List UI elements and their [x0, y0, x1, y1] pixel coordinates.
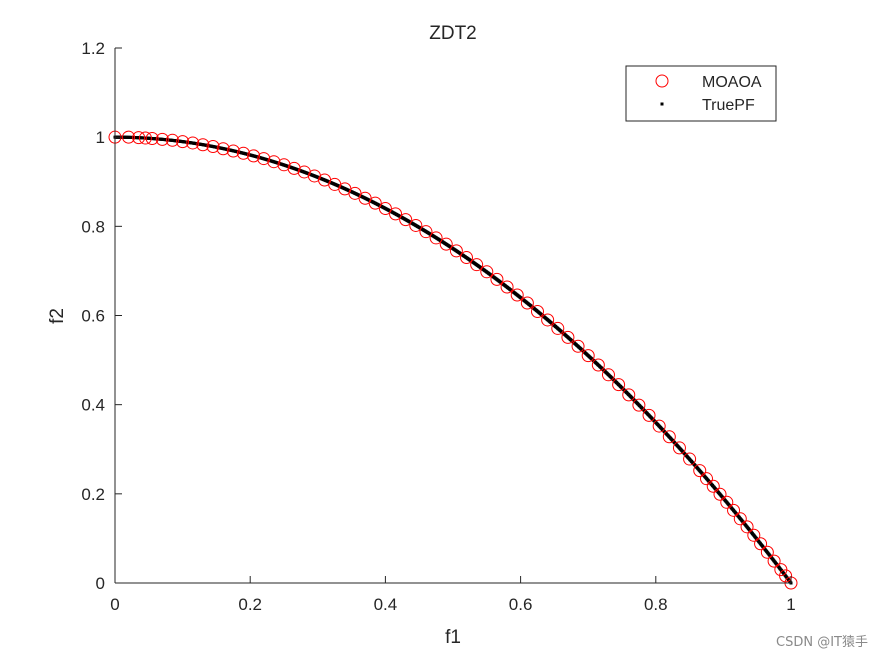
legend: MOAOA TruePF — [625, 65, 777, 122]
moaoa-point — [165, 133, 179, 147]
plot-area — [108, 130, 798, 590]
moaoa-point — [551, 321, 565, 335]
y-tick-label: 0.6 — [81, 307, 105, 326]
moaoa-point — [622, 388, 636, 402]
moaoa-point — [571, 339, 585, 353]
y-axis-label: f2 — [47, 308, 68, 324]
moaoa-point — [632, 398, 646, 412]
moaoa-point — [591, 358, 605, 372]
x-axis-ticks: 0 0.2 0.4 0.6 0.8 1 — [110, 576, 796, 614]
truepf-series — [113, 135, 793, 585]
moaoa-point — [706, 479, 720, 493]
moaoa-point — [419, 225, 433, 239]
moaoa-point — [713, 487, 727, 501]
watermark: CSDN @IT猿手 — [776, 635, 868, 650]
x-tick-label: 0.4 — [374, 595, 398, 614]
chart-title: ZDT2 — [429, 23, 477, 44]
x-tick-label: 0.8 — [644, 595, 668, 614]
moaoa-point — [601, 368, 615, 382]
moaoa-point — [267, 155, 281, 169]
moaoa-point — [145, 132, 159, 145]
moaoa-point — [122, 130, 136, 144]
moaoa-point — [693, 464, 707, 478]
moaoa-point — [642, 408, 656, 422]
x-tick-label: 1 — [786, 595, 795, 614]
moaoa-point — [581, 349, 595, 363]
moaoa-point — [561, 330, 575, 344]
moaoa-point — [733, 512, 747, 526]
y-tick-label: 1 — [96, 128, 105, 147]
y-tick-label: 1.2 — [81, 39, 105, 58]
y-tick-label: 0.8 — [81, 217, 105, 236]
moaoa-point — [500, 280, 514, 294]
legend-moaoa-marker — [655, 74, 669, 88]
moaoa-point — [672, 441, 686, 455]
moaoa-point — [760, 545, 774, 559]
moaoa-point — [754, 537, 768, 551]
x-tick-label: 0.6 — [509, 595, 533, 614]
moaoa-point — [378, 202, 392, 215]
y-tick-label: 0 — [96, 574, 105, 593]
moaoa-point — [767, 554, 781, 568]
moaoa-series — [108, 130, 798, 590]
moaoa-point — [257, 152, 271, 166]
y-tick-label: 0.2 — [81, 485, 105, 504]
x-tick-label: 0 — [110, 595, 119, 614]
moaoa-point — [460, 251, 474, 265]
moaoa-point — [226, 144, 240, 158]
moaoa-point — [480, 265, 494, 279]
legend-truepf-label: TruePF — [702, 97, 755, 114]
moaoa-point — [186, 136, 200, 150]
moaoa-point — [662, 430, 676, 444]
moaoa-point — [531, 304, 544, 318]
moaoa-point — [470, 258, 484, 272]
moaoa-point — [541, 313, 555, 327]
moaoa-point — [206, 140, 220, 154]
moaoa-point — [176, 135, 190, 149]
moaoa-point — [490, 272, 504, 286]
moaoa-point — [747, 528, 761, 542]
moaoa-point — [683, 452, 697, 466]
moaoa-point — [287, 161, 301, 175]
moaoa-point — [155, 132, 169, 146]
moaoa-point — [740, 520, 754, 534]
x-tick-label: 0.2 — [238, 595, 262, 614]
moaoa-point — [720, 495, 734, 509]
moaoa-point — [196, 138, 210, 152]
moaoa-point — [700, 472, 713, 486]
legend-box — [625, 65, 777, 122]
moaoa-point — [132, 131, 146, 145]
moaoa-point — [449, 244, 463, 258]
moaoa-point — [520, 296, 534, 310]
moaoa-point — [236, 146, 250, 160]
moaoa-point — [510, 288, 524, 302]
legend-moaoa-label: MOAOA — [702, 74, 762, 91]
moaoa-point — [399, 213, 413, 227]
x-axis-label: f1 — [445, 627, 461, 648]
moaoa-point — [727, 503, 741, 517]
y-tick-label: 0.4 — [81, 396, 105, 415]
moaoa-point — [429, 231, 443, 245]
moaoa-point — [247, 149, 261, 163]
moaoa-point — [612, 378, 626, 392]
moaoa-point — [138, 131, 152, 145]
moaoa-point — [389, 207, 403, 221]
moaoa-point — [409, 218, 423, 232]
moaoa-point — [368, 196, 382, 210]
moaoa-point — [652, 419, 666, 433]
moaoa-point — [439, 237, 453, 251]
moaoa-point — [216, 142, 230, 156]
moaoa-point — [277, 158, 291, 172]
y-axis-ticks: 0 0.2 0.4 0.6 0.8 1 1.2 — [81, 39, 122, 593]
legend-truepf-marker — [660, 102, 664, 106]
